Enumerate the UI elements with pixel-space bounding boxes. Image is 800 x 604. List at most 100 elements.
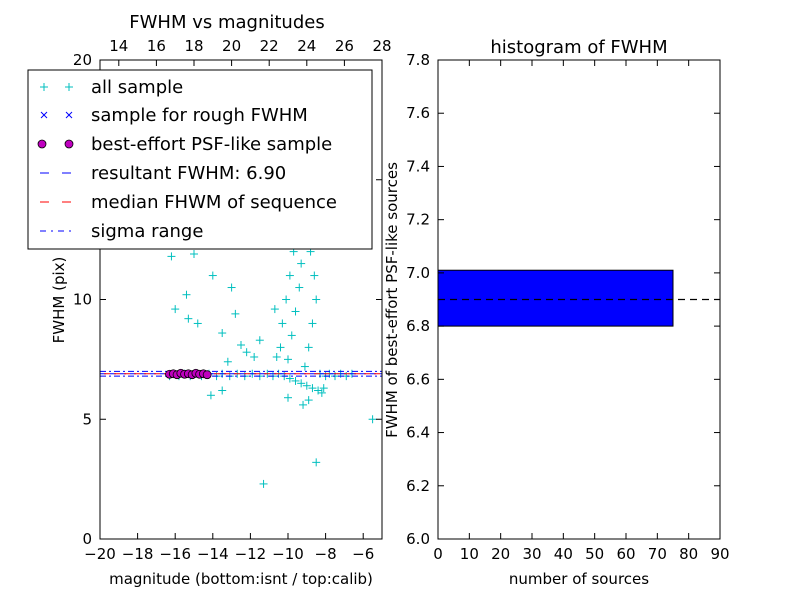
data-point [285, 374, 294, 383]
scatter-x-ticks: −20 −18 −16 −14 −12 −10 −8 −6 [84, 533, 374, 563]
data-point [302, 381, 311, 390]
x-tick-label: 20 [491, 545, 510, 563]
data-point [278, 319, 287, 328]
x-tick-label: 60 [616, 545, 635, 563]
y-tick-label: 20 [73, 51, 92, 69]
data-point [299, 400, 308, 409]
x-tick-label: 40 [554, 545, 573, 563]
scatter-title: FWHM vs magnitudes [129, 12, 324, 33]
legend-entry-median-fwhm: median FHWM of sequence [40, 192, 337, 213]
x-tick-label: −6 [352, 545, 374, 563]
x-tick-label: 10 [460, 545, 479, 563]
legend-entry-resultant-fwhm: resultant FWHM: 6.90 [40, 163, 286, 184]
data-point [190, 249, 198, 258]
legend-label: best-effort PSF-like sample [91, 134, 332, 155]
y-tick-label: 6.0 [406, 530, 430, 548]
data-point [295, 283, 304, 292]
y-tick-label: 6.6 [406, 370, 430, 388]
data-point [223, 357, 232, 366]
legend-label: sample for rough FWHM [91, 105, 308, 126]
x-tick-label: 0 [433, 545, 443, 563]
data-point [193, 319, 202, 328]
data-point [259, 479, 268, 488]
y-tick-label: 0 [82, 530, 92, 548]
x-tick-label: −8 [315, 545, 337, 563]
scatter-x-label: magnitude (bottom:isnt / top:calib) [109, 570, 373, 588]
data-point [319, 384, 328, 393]
x-tick-label: 30 [522, 545, 541, 563]
data-point [272, 352, 281, 361]
legend-entry-all-sample: all sample [40, 77, 183, 98]
scatter-chart: −20 −18 −16 −14 −12 −10 −8 −6 14 16 18 20 22 24 26 28 … [27, 12, 392, 588]
data-point [206, 391, 215, 400]
data-point [291, 376, 300, 385]
data-point [270, 305, 279, 314]
legend-label: median FHWM of sequence [91, 192, 337, 213]
data-point [171, 305, 180, 314]
x-marker-icon [40, 111, 73, 119]
x-tick-label: −10 [272, 545, 304, 563]
data-point [317, 388, 326, 397]
data-point [250, 352, 259, 361]
top-x-tick-label: 20 [222, 37, 241, 55]
top-x-tick-label: 22 [260, 37, 279, 55]
legend: all sample sample for rough FWHM best-ef… [27, 69, 373, 250]
data-point [282, 295, 291, 304]
data-point [312, 458, 321, 467]
top-x-tick-label: 16 [147, 37, 166, 55]
psf-point [202, 370, 212, 380]
psf-sample-points [165, 368, 212, 380]
histogram-title: histogram of FWHM [490, 37, 667, 58]
data-point [255, 336, 264, 345]
y-tick-label: 7.0 [406, 264, 430, 282]
histogram-y-ticks: 6.0 6.2 6.4 6.6 6.8 7.0 7.2 7.4 7.6 7.8 [406, 51, 720, 548]
data-point [237, 341, 245, 350]
data-point [276, 343, 285, 352]
data-point [167, 252, 176, 261]
data-point [312, 295, 321, 304]
top-x-tick-label: 14 [109, 37, 128, 55]
data-point [297, 379, 306, 388]
top-x-tick-label: 18 [184, 37, 203, 55]
top-x-tick-label: 26 [335, 37, 354, 55]
x-tick-label: 50 [585, 545, 604, 563]
y-tick-label: 10 [73, 291, 92, 309]
histogram-bars [437, 269, 674, 327]
x-tick-label: 80 [679, 545, 698, 563]
scatter-top-x-ticks: 14 16 18 20 22 24 26 28 [109, 37, 392, 66]
data-point [310, 271, 319, 280]
x-tick-label: 70 [648, 545, 667, 563]
legend-label: sigma range [91, 221, 203, 242]
legend-entry-sigma-range: sigma range [40, 221, 203, 242]
data-point [304, 343, 313, 352]
top-x-tick-label: 28 [372, 37, 391, 55]
y-tick-label: 5 [82, 410, 92, 428]
reference-lines [100, 370, 382, 377]
data-point [291, 307, 300, 316]
y-tick-label: 7.6 [406, 104, 430, 122]
data-point [227, 283, 236, 292]
legend-label: resultant FWHM: 6.90 [91, 163, 286, 184]
x-tick-label: −14 [197, 545, 229, 563]
data-point [285, 271, 294, 280]
plus-marker-icon [40, 83, 73, 91]
data-point [300, 362, 309, 371]
data-point [368, 415, 377, 424]
legend-entry-rough-sample: sample for rough FWHM [40, 105, 308, 126]
scatter-y-label: FWHM (pix) [50, 257, 68, 344]
histogram-x-label: number of sources [509, 570, 649, 588]
data-point [218, 386, 227, 395]
histogram-plot-frame [437, 59, 721, 540]
y-tick-label: 6.8 [406, 317, 430, 335]
data-point [284, 355, 292, 364]
y-tick-label: 7.2 [406, 211, 430, 229]
data-point [242, 348, 251, 357]
legend-label: all sample [91, 77, 183, 98]
x-tick-label: −12 [235, 545, 267, 563]
data-point [297, 259, 306, 268]
data-point [304, 396, 313, 405]
histogram-x-ticks: 0 10 20 30 40 50 60 70 80 90 [433, 60, 730, 563]
data-point [308, 384, 317, 393]
legend-entry-psf-sample: best-effort PSF-like sample [37, 134, 332, 155]
